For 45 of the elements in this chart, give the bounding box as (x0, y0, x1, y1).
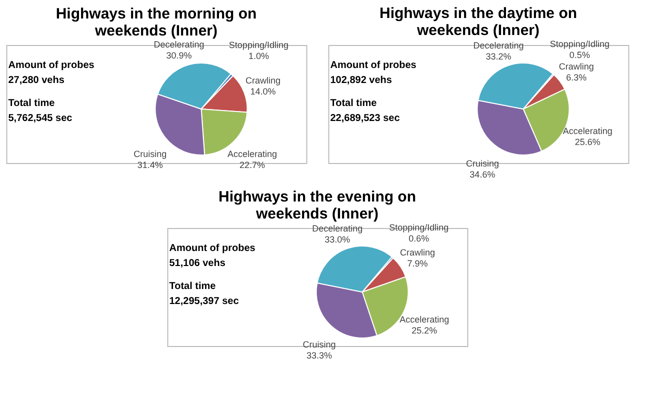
text: 12,295,397 sec (169, 296, 240, 307)
slice-label: Accelerating (562, 126, 612, 136)
text: 102,892 vehs (330, 75, 392, 86)
text: Amount of probes (169, 243, 256, 254)
slice-label: Stopping/Idling (389, 222, 449, 232)
text: Total time (169, 281, 216, 292)
data-label: 6.3% (566, 72, 587, 83)
slice-label: Stopping/Idling (550, 39, 610, 50)
slice-label: Cruising (134, 148, 167, 159)
slice-label: Cruising (302, 340, 336, 350)
slice-label: Accelerating (400, 314, 450, 325)
text: Amount of probes (330, 60, 417, 71)
chart-title: Highways in the morning on weekends (Inner) (56, 6, 257, 40)
text: 5,762,545 sec (8, 113, 73, 124)
data-label: 7.9% (407, 258, 428, 268)
data-label: 30.9% (166, 50, 192, 61)
data-label: 31.4% (137, 160, 163, 170)
data-label: 33.2% (486, 52, 512, 62)
data-label: 22.7% (240, 160, 266, 170)
data-label: 33.0% (324, 234, 350, 245)
text: Total time (330, 98, 378, 109)
slice-label: Cruising (466, 158, 499, 168)
data-label: 33.3% (306, 350, 332, 361)
slice-label: Accelerating (228, 148, 278, 159)
text: Amount of probes (8, 60, 95, 71)
slice-label: Crawling (400, 247, 435, 258)
chart-title: Highways in the daytime on weekends (Inner) (379, 5, 578, 40)
text: 51,106 vehs (169, 258, 226, 269)
slice-label: Stopping/Idling (228, 40, 288, 50)
text: 22,689,523 sec (330, 113, 400, 124)
data-label: 1.0% (248, 50, 269, 61)
data-label: 34.6% (470, 169, 496, 180)
slice-label: Crawling (558, 62, 594, 72)
slice-label: Decelerating (312, 224, 363, 234)
data-label: 0.6% (408, 233, 430, 244)
text: 27,280 vehs (8, 75, 65, 86)
slice-label: Decelerating (154, 40, 204, 50)
chart-title: Highways in the evening on weekends (Inner) (218, 188, 416, 222)
slice-label: Decelerating (473, 40, 524, 51)
text: Total time (8, 98, 56, 109)
slice-label: Crawling (246, 76, 281, 86)
data-label: 25.6% (574, 136, 600, 147)
data-label: 14.0% (250, 86, 276, 97)
data-label: 25.2% (412, 326, 438, 336)
data-label: 0.5% (569, 50, 590, 60)
